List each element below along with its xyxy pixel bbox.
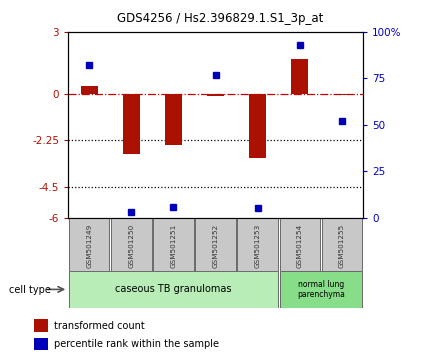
Text: GDS4256 / Hs2.396829.1.S1_3p_at: GDS4256 / Hs2.396829.1.S1_3p_at (117, 12, 323, 25)
Text: normal lung
parenchyma: normal lung parenchyma (297, 280, 345, 299)
Bar (69, 218, 110, 271)
Bar (291, 59, 308, 94)
Bar (249, 94, 266, 158)
Text: percentile rank within the sample: percentile rank within the sample (55, 339, 220, 349)
Text: caseous TB granulomas: caseous TB granulomas (115, 284, 232, 295)
Bar (165, 94, 182, 145)
Bar (334, 94, 350, 95)
Text: transformed count: transformed count (55, 320, 145, 331)
Bar (238, 218, 278, 271)
Text: GSM501249: GSM501249 (86, 224, 92, 268)
Bar (34, 338, 48, 350)
Text: cell type: cell type (9, 285, 51, 295)
Bar (34, 319, 48, 332)
Bar (123, 94, 140, 154)
Bar (153, 218, 194, 271)
Bar (81, 86, 98, 94)
Text: GSM501252: GSM501252 (213, 224, 219, 268)
Bar (322, 218, 362, 271)
Text: GSM501253: GSM501253 (255, 224, 261, 268)
Text: GSM501255: GSM501255 (339, 224, 345, 268)
Text: GSM501250: GSM501250 (128, 224, 134, 268)
Bar (207, 94, 224, 96)
Bar (195, 218, 236, 271)
Text: GSM501254: GSM501254 (297, 224, 303, 268)
Text: GSM501251: GSM501251 (170, 224, 176, 268)
Bar (279, 271, 362, 308)
Bar (69, 271, 278, 308)
Bar (111, 218, 152, 271)
Bar (279, 218, 320, 271)
